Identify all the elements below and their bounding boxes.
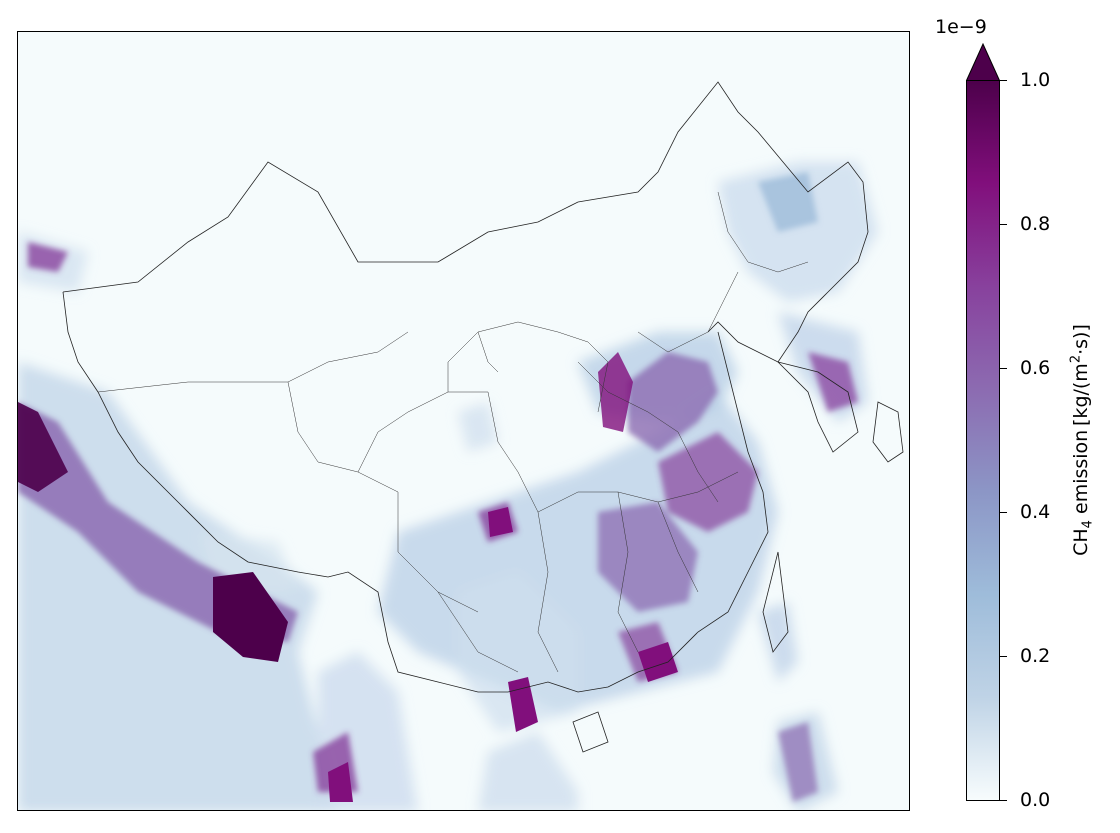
emission-map — [18, 32, 909, 810]
colorbar-tick — [1000, 368, 1007, 369]
colorbar — [966, 80, 1000, 801]
province-borders — [97, 191, 809, 673]
colorbar-tick — [1000, 800, 1007, 801]
colorbar-tick — [1000, 80, 1007, 81]
colorbar-tick-label: 1.0 — [1020, 69, 1051, 91]
colorbar-extend-arrow — [966, 43, 1000, 81]
national-borders — [62, 81, 904, 753]
colorbar-tick-label: 0.2 — [1020, 645, 1051, 667]
colorbar-tick-label: 0.6 — [1020, 357, 1051, 379]
colorbar-tick-label: 0.4 — [1020, 501, 1051, 523]
colorbar-exponent: 1e−9 — [935, 16, 987, 38]
map-panel — [17, 31, 910, 811]
colorbar-tick — [1000, 224, 1007, 225]
colorbar-tick — [1000, 512, 1007, 513]
colorbar-tick — [1000, 656, 1007, 657]
emission-high-layer — [18, 352, 678, 802]
colorbar-tick-label: 0.0 — [1020, 789, 1051, 811]
colorbar-tick-label: 0.8 — [1020, 213, 1051, 235]
colorbar-title: CH4 emission [kg/(m2·s)] — [1068, 324, 1096, 556]
